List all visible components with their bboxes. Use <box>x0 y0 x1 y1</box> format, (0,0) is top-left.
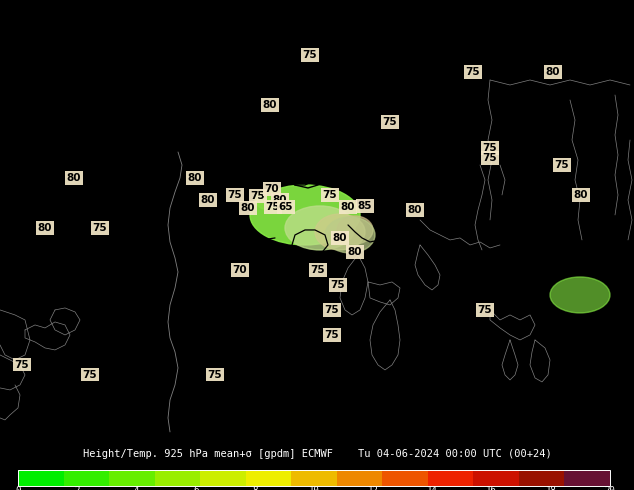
Bar <box>428 470 474 486</box>
Text: 20: 20 <box>605 487 616 490</box>
Text: 75: 75 <box>208 370 223 380</box>
Text: 75: 75 <box>482 143 497 153</box>
Text: 80: 80 <box>201 195 216 205</box>
Ellipse shape <box>315 214 365 250</box>
Text: 75: 75 <box>311 265 325 275</box>
Text: 75: 75 <box>93 223 107 233</box>
Bar <box>564 470 610 486</box>
Text: 80: 80 <box>546 67 560 77</box>
Bar <box>155 470 200 486</box>
Text: 75: 75 <box>228 190 242 200</box>
Text: 85: 85 <box>358 201 372 211</box>
Text: 80: 80 <box>408 205 422 215</box>
Text: 70: 70 <box>233 265 247 275</box>
Ellipse shape <box>250 185 360 245</box>
Ellipse shape <box>550 277 610 313</box>
Text: 18: 18 <box>545 487 556 490</box>
Bar <box>109 470 155 486</box>
Text: 80: 80 <box>188 173 202 183</box>
Ellipse shape <box>337 216 373 244</box>
Text: 75: 75 <box>331 280 346 290</box>
Text: 75: 75 <box>82 370 97 380</box>
Bar <box>200 470 246 486</box>
Text: 80: 80 <box>574 190 588 200</box>
Text: 75: 75 <box>266 202 280 212</box>
Text: 14: 14 <box>427 487 437 490</box>
Text: 75: 75 <box>325 305 339 315</box>
Text: 75: 75 <box>477 305 493 315</box>
Text: 80: 80 <box>38 223 52 233</box>
Text: 80: 80 <box>340 202 355 212</box>
Bar <box>246 470 291 486</box>
Text: 75: 75 <box>383 117 398 127</box>
Text: 12: 12 <box>368 487 378 490</box>
Text: 4: 4 <box>134 487 139 490</box>
Text: 70: 70 <box>264 184 280 194</box>
Bar <box>474 470 519 486</box>
Text: 80: 80 <box>262 100 277 110</box>
Text: 16: 16 <box>486 487 497 490</box>
Text: Height/Temp. 925 hPa mean+σ [gpdm] ECMWF    Tu 04-06-2024 00:00 UTC (00+24): Height/Temp. 925 hPa mean+σ [gpdm] ECMWF… <box>82 449 552 459</box>
Text: 75: 75 <box>302 50 317 60</box>
Text: 80: 80 <box>273 195 287 205</box>
Bar <box>337 470 382 486</box>
Text: 75: 75 <box>323 190 337 200</box>
Ellipse shape <box>285 206 355 250</box>
Text: 6: 6 <box>193 487 198 490</box>
Text: 65: 65 <box>279 202 294 212</box>
Ellipse shape <box>325 217 375 253</box>
Text: 0: 0 <box>15 487 21 490</box>
Text: 75: 75 <box>482 153 497 163</box>
Text: 80: 80 <box>333 233 347 243</box>
Ellipse shape <box>255 190 285 210</box>
Text: 75: 75 <box>555 160 569 170</box>
Text: 8: 8 <box>252 487 257 490</box>
Bar <box>291 470 337 486</box>
Bar <box>519 470 564 486</box>
Bar <box>18 470 610 486</box>
Text: 80: 80 <box>67 173 81 183</box>
Text: 80: 80 <box>348 247 362 257</box>
Text: 2: 2 <box>75 487 80 490</box>
Text: 75: 75 <box>15 360 29 370</box>
Text: 75: 75 <box>325 330 339 340</box>
Text: 80: 80 <box>241 203 256 213</box>
Bar <box>382 470 428 486</box>
Bar <box>18 470 63 486</box>
Bar <box>63 470 109 486</box>
Text: 75: 75 <box>466 67 481 77</box>
Text: 10: 10 <box>309 487 320 490</box>
Text: 75: 75 <box>250 191 265 201</box>
